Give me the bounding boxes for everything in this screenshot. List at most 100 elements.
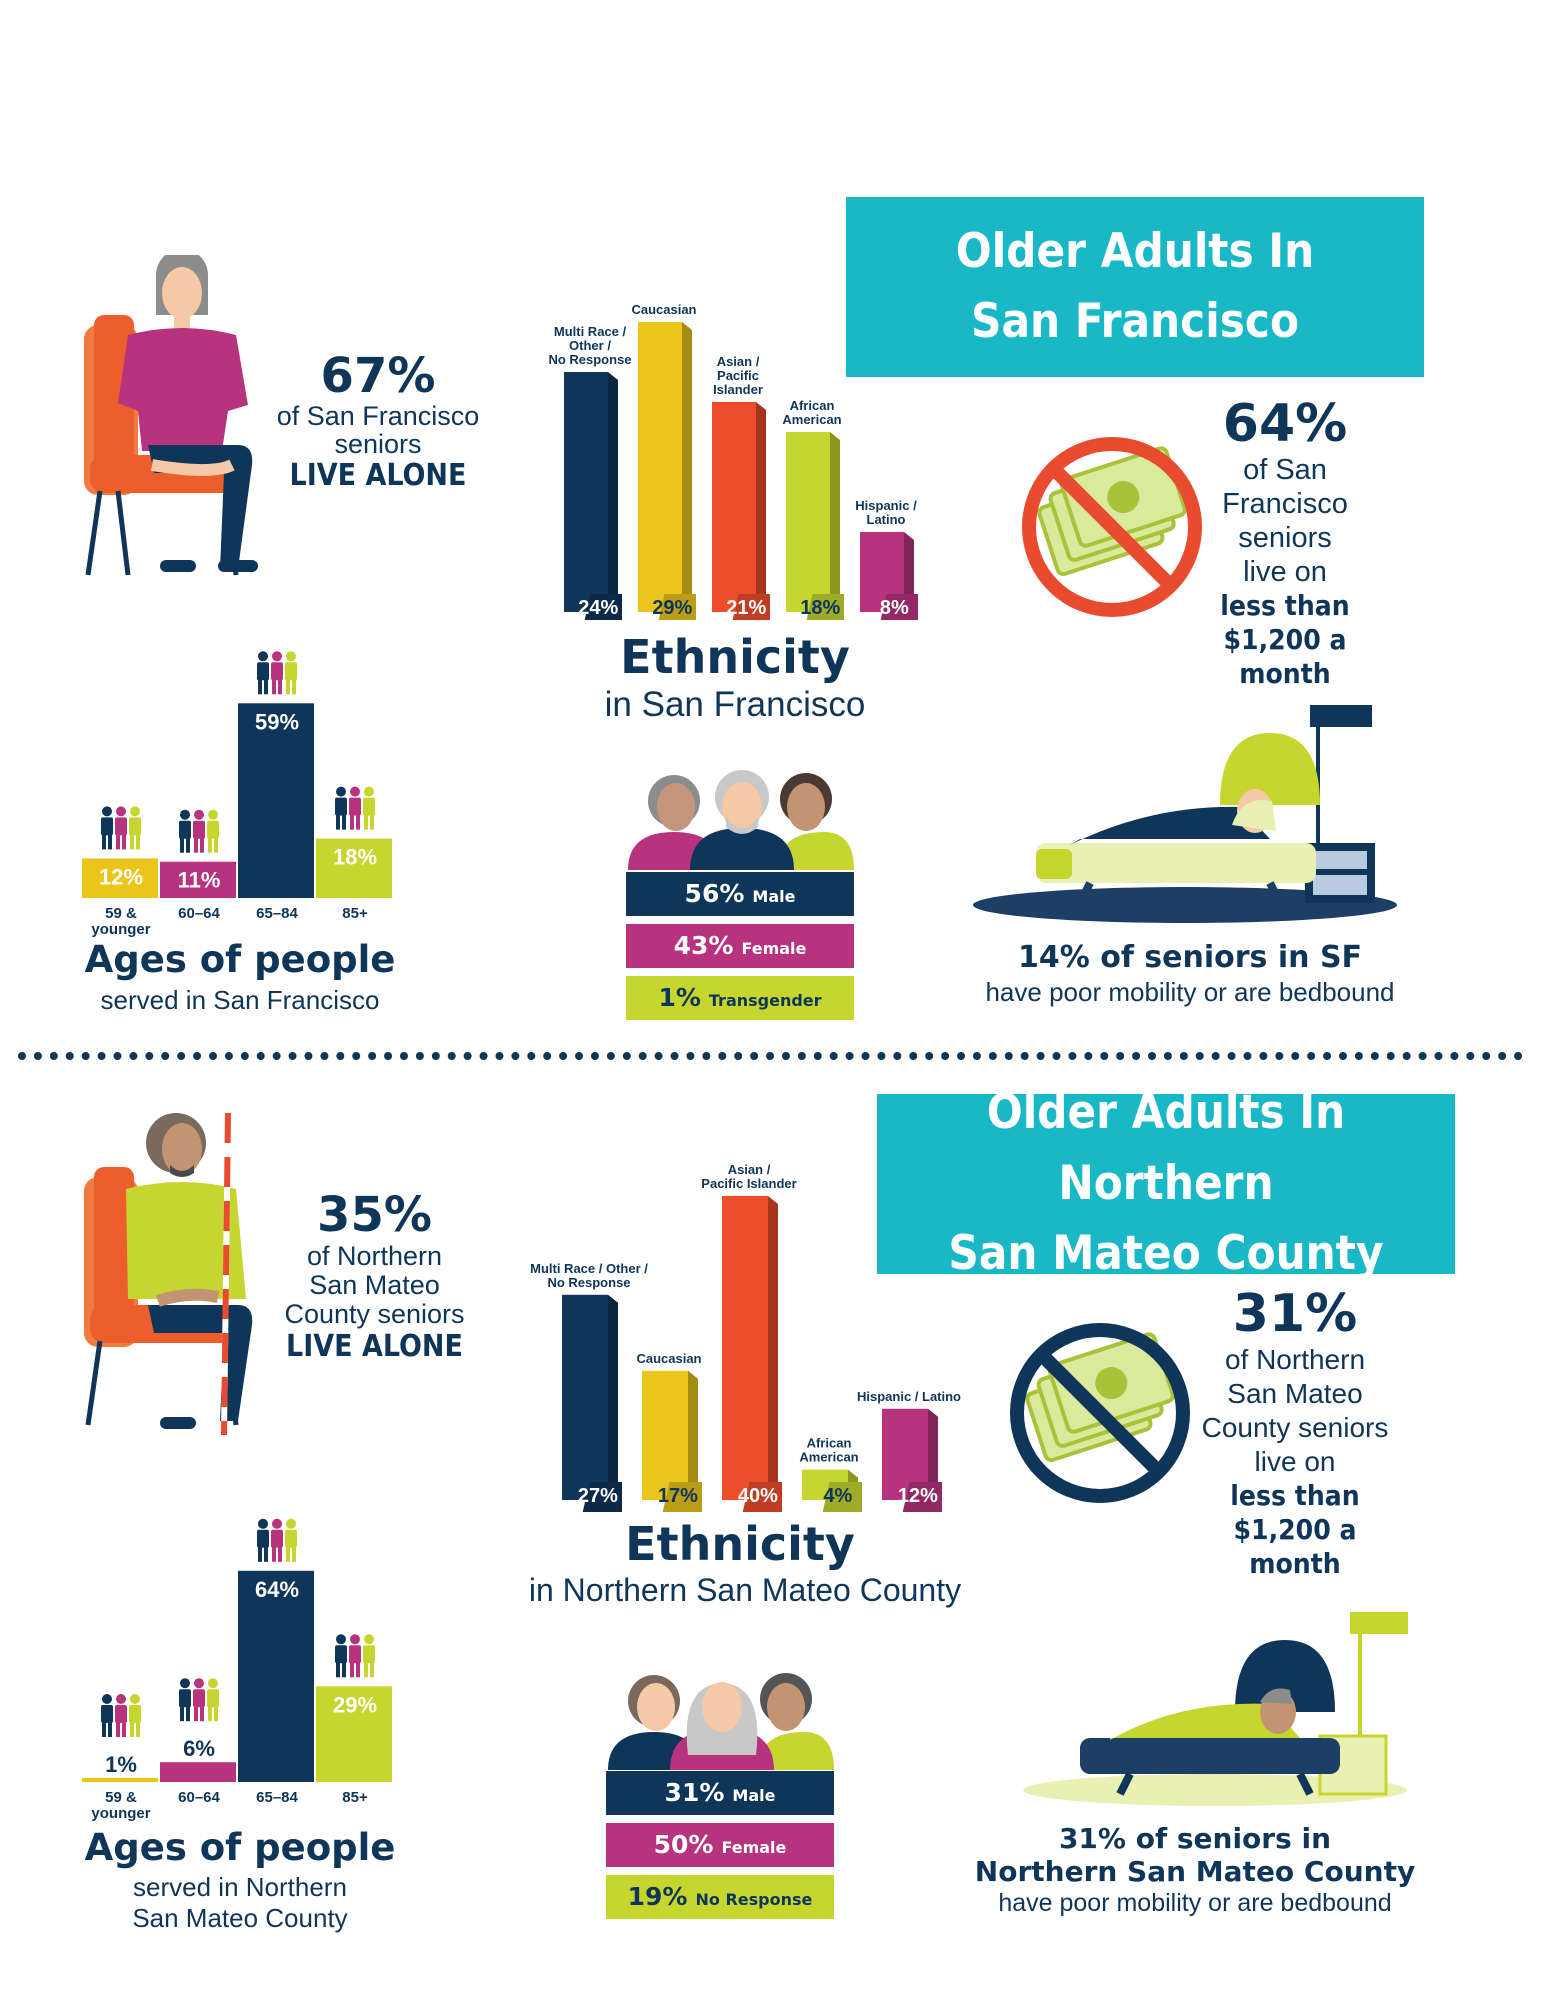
ethnicity-bar bbox=[638, 322, 682, 612]
age-category-label: 85+ bbox=[342, 1789, 368, 1806]
smc-live-alone-value: 35% bbox=[317, 1187, 432, 1243]
smc-income-line-2: San Mateo bbox=[1227, 1378, 1363, 1409]
age-bar bbox=[316, 1686, 392, 1782]
smc-seated-senior-illustration bbox=[84, 1112, 253, 1436]
smc-income-value: 31% bbox=[1232, 1284, 1358, 1344]
ethnicity-value-chip bbox=[584, 594, 622, 620]
age-value-label: 64% bbox=[255, 1577, 299, 1602]
smc-gender-female-pct: 50% bbox=[653, 1830, 714, 1859]
ethnicity-value-chip bbox=[806, 594, 844, 620]
ethnicity-value-chip bbox=[742, 1482, 782, 1512]
age-bar bbox=[160, 1762, 236, 1782]
ethnicity-category-label: Multi Race / Other / bbox=[530, 1261, 648, 1276]
sf-mobility-stat: 14% of seniors in SF have poor mobility … bbox=[960, 940, 1420, 1008]
sf-gender-male-label: Male bbox=[752, 887, 796, 906]
smc-income-line-1: of Northern bbox=[1224, 1344, 1366, 1375]
ethnicity-value-chip bbox=[582, 1482, 622, 1512]
people-icon bbox=[129, 806, 141, 850]
smc-live-alone-stat: 35% of Northern San Mateo County seniors… bbox=[262, 1188, 487, 1365]
ethnicity-bar-side bbox=[608, 372, 618, 616]
sf-no-money-icon bbox=[1022, 437, 1202, 617]
people-icon bbox=[207, 1678, 219, 1722]
section-divider bbox=[18, 1052, 1523, 1060]
age-category-label: 65–84 bbox=[256, 1789, 298, 1806]
sf-live-alone-emphasis: LIVE ALONE bbox=[289, 458, 467, 493]
sf-ages-title: Ages of people bbox=[84, 938, 396, 981]
sf-gender-trans-pct: 1% bbox=[658, 983, 701, 1012]
age-value-label: 12% bbox=[99, 864, 143, 889]
people-icon bbox=[257, 1518, 269, 1562]
smc-gender-male-label: Male bbox=[732, 1786, 776, 1805]
ethnicity-category-label: Pacific bbox=[717, 368, 759, 383]
people-icon bbox=[179, 1678, 191, 1722]
ethnicity-bar-side bbox=[682, 322, 692, 616]
ethnicity-value-label: 12% bbox=[898, 1485, 938, 1507]
smc-gender-noresponse: 19% No Response bbox=[606, 1875, 834, 1919]
ethnicity-category-label: Pacific Islander bbox=[701, 1176, 796, 1191]
smc-bedbound-illustration bbox=[1023, 1612, 1408, 1806]
age-bar bbox=[82, 1778, 158, 1782]
ethnicity-category-label: Caucasian bbox=[631, 302, 696, 317]
smc-live-alone-line-2: San Mateo bbox=[309, 1270, 440, 1300]
age-category-label: younger bbox=[91, 921, 150, 938]
people-icon bbox=[349, 1634, 361, 1678]
sf-gender-female: 43% Female bbox=[626, 924, 854, 968]
ethnicity-value-label: 27% bbox=[578, 1485, 618, 1507]
smc-ages-subtitle-1: served in Northern bbox=[133, 1872, 347, 1902]
sf-live-alone-value: 67% bbox=[320, 348, 436, 404]
people-icon bbox=[285, 1518, 297, 1562]
age-bar bbox=[82, 858, 158, 898]
smc-gender-male: 31% Male bbox=[606, 1771, 834, 1815]
people-icon bbox=[207, 809, 219, 853]
smc-live-alone-line-3: County seniors bbox=[284, 1299, 465, 1329]
people-icon bbox=[101, 806, 113, 850]
people-icon bbox=[129, 1694, 141, 1737]
smc-banner-line-2: San Mateo County bbox=[948, 1226, 1384, 1282]
smc-ages-subtitle-2: San Mateo County bbox=[132, 1903, 348, 1933]
sf-banner: Older Adults In San Francisco bbox=[846, 197, 1424, 377]
smc-live-alone-emphasis: LIVE ALONE bbox=[286, 1329, 463, 1364]
people-icon bbox=[271, 1518, 283, 1562]
age-value-label: 59% bbox=[255, 709, 299, 734]
sf-income-emphasis-1: less than bbox=[1220, 589, 1350, 622]
sf-ages-subtitle: served in San Francisco bbox=[100, 985, 380, 1015]
age-value-label: 18% bbox=[333, 845, 377, 870]
sf-ethnicity-chart: 24% Multi Race /Other /No Response 29% Cauc… bbox=[548, 302, 918, 620]
smc-income-stat: 31% of Northern San Mateo County seniors… bbox=[1185, 1285, 1405, 1581]
sf-bedbound-illustration bbox=[973, 705, 1397, 923]
ethnicity-category-label: Islander bbox=[713, 382, 763, 397]
age-category-label: 85+ bbox=[342, 905, 368, 922]
people-icon bbox=[349, 786, 361, 830]
age-value-label: 11% bbox=[178, 868, 221, 893]
ethnicity-value-chip bbox=[662, 1482, 702, 1512]
people-icon bbox=[363, 1634, 375, 1678]
ethnicity-bar-side bbox=[830, 432, 840, 616]
age-category-label: 60–64 bbox=[178, 1789, 220, 1806]
ethnicity-bar bbox=[712, 402, 756, 612]
smc-live-alone-line-1: of Northern bbox=[306, 1241, 443, 1271]
sf-ages-chart: 12% 59 &younger 11% 60–64 59% 65–84 18% 85+ bbox=[82, 651, 392, 938]
age-category-label: 59 & bbox=[105, 905, 137, 922]
smc-no-money-icon bbox=[1010, 1323, 1190, 1503]
ethnicity-category-label: Asian / bbox=[717, 354, 760, 369]
smc-ethnicity-subtitle: in Northern San Mateo County bbox=[528, 1572, 962, 1608]
sf-live-alone-line-2: seniors bbox=[334, 429, 422, 459]
ethnicity-category-label: Latino bbox=[867, 512, 906, 527]
people-icon bbox=[271, 651, 283, 695]
people-icon bbox=[101, 1694, 113, 1737]
people-icon bbox=[335, 1634, 347, 1678]
sf-income-value: 64% bbox=[1222, 394, 1348, 454]
sf-gender-male-pct: 56% bbox=[684, 879, 745, 908]
sf-ethnicity-title: Ethnicity bbox=[620, 630, 850, 684]
age-value-label: 6% bbox=[183, 1736, 215, 1761]
sf-income-stat: 64% of San Francisco seniors live on les… bbox=[1180, 395, 1390, 691]
ethnicity-value-label: 29% bbox=[652, 597, 692, 619]
people-icon bbox=[257, 651, 269, 695]
sf-gender-male: 56% Male bbox=[626, 872, 854, 916]
age-category-label: 60–64 bbox=[178, 905, 220, 922]
smc-ages-title: Ages of people bbox=[84, 1826, 396, 1869]
smc-ethnicity-chart: 27% Multi Race / Other /No Response 17% Cau… bbox=[530, 1162, 961, 1512]
ethnicity-value-chip bbox=[732, 594, 770, 620]
smc-gender-male-pct: 31% bbox=[664, 1778, 725, 1807]
smc-income-emphasis-1: less than bbox=[1230, 1479, 1360, 1512]
